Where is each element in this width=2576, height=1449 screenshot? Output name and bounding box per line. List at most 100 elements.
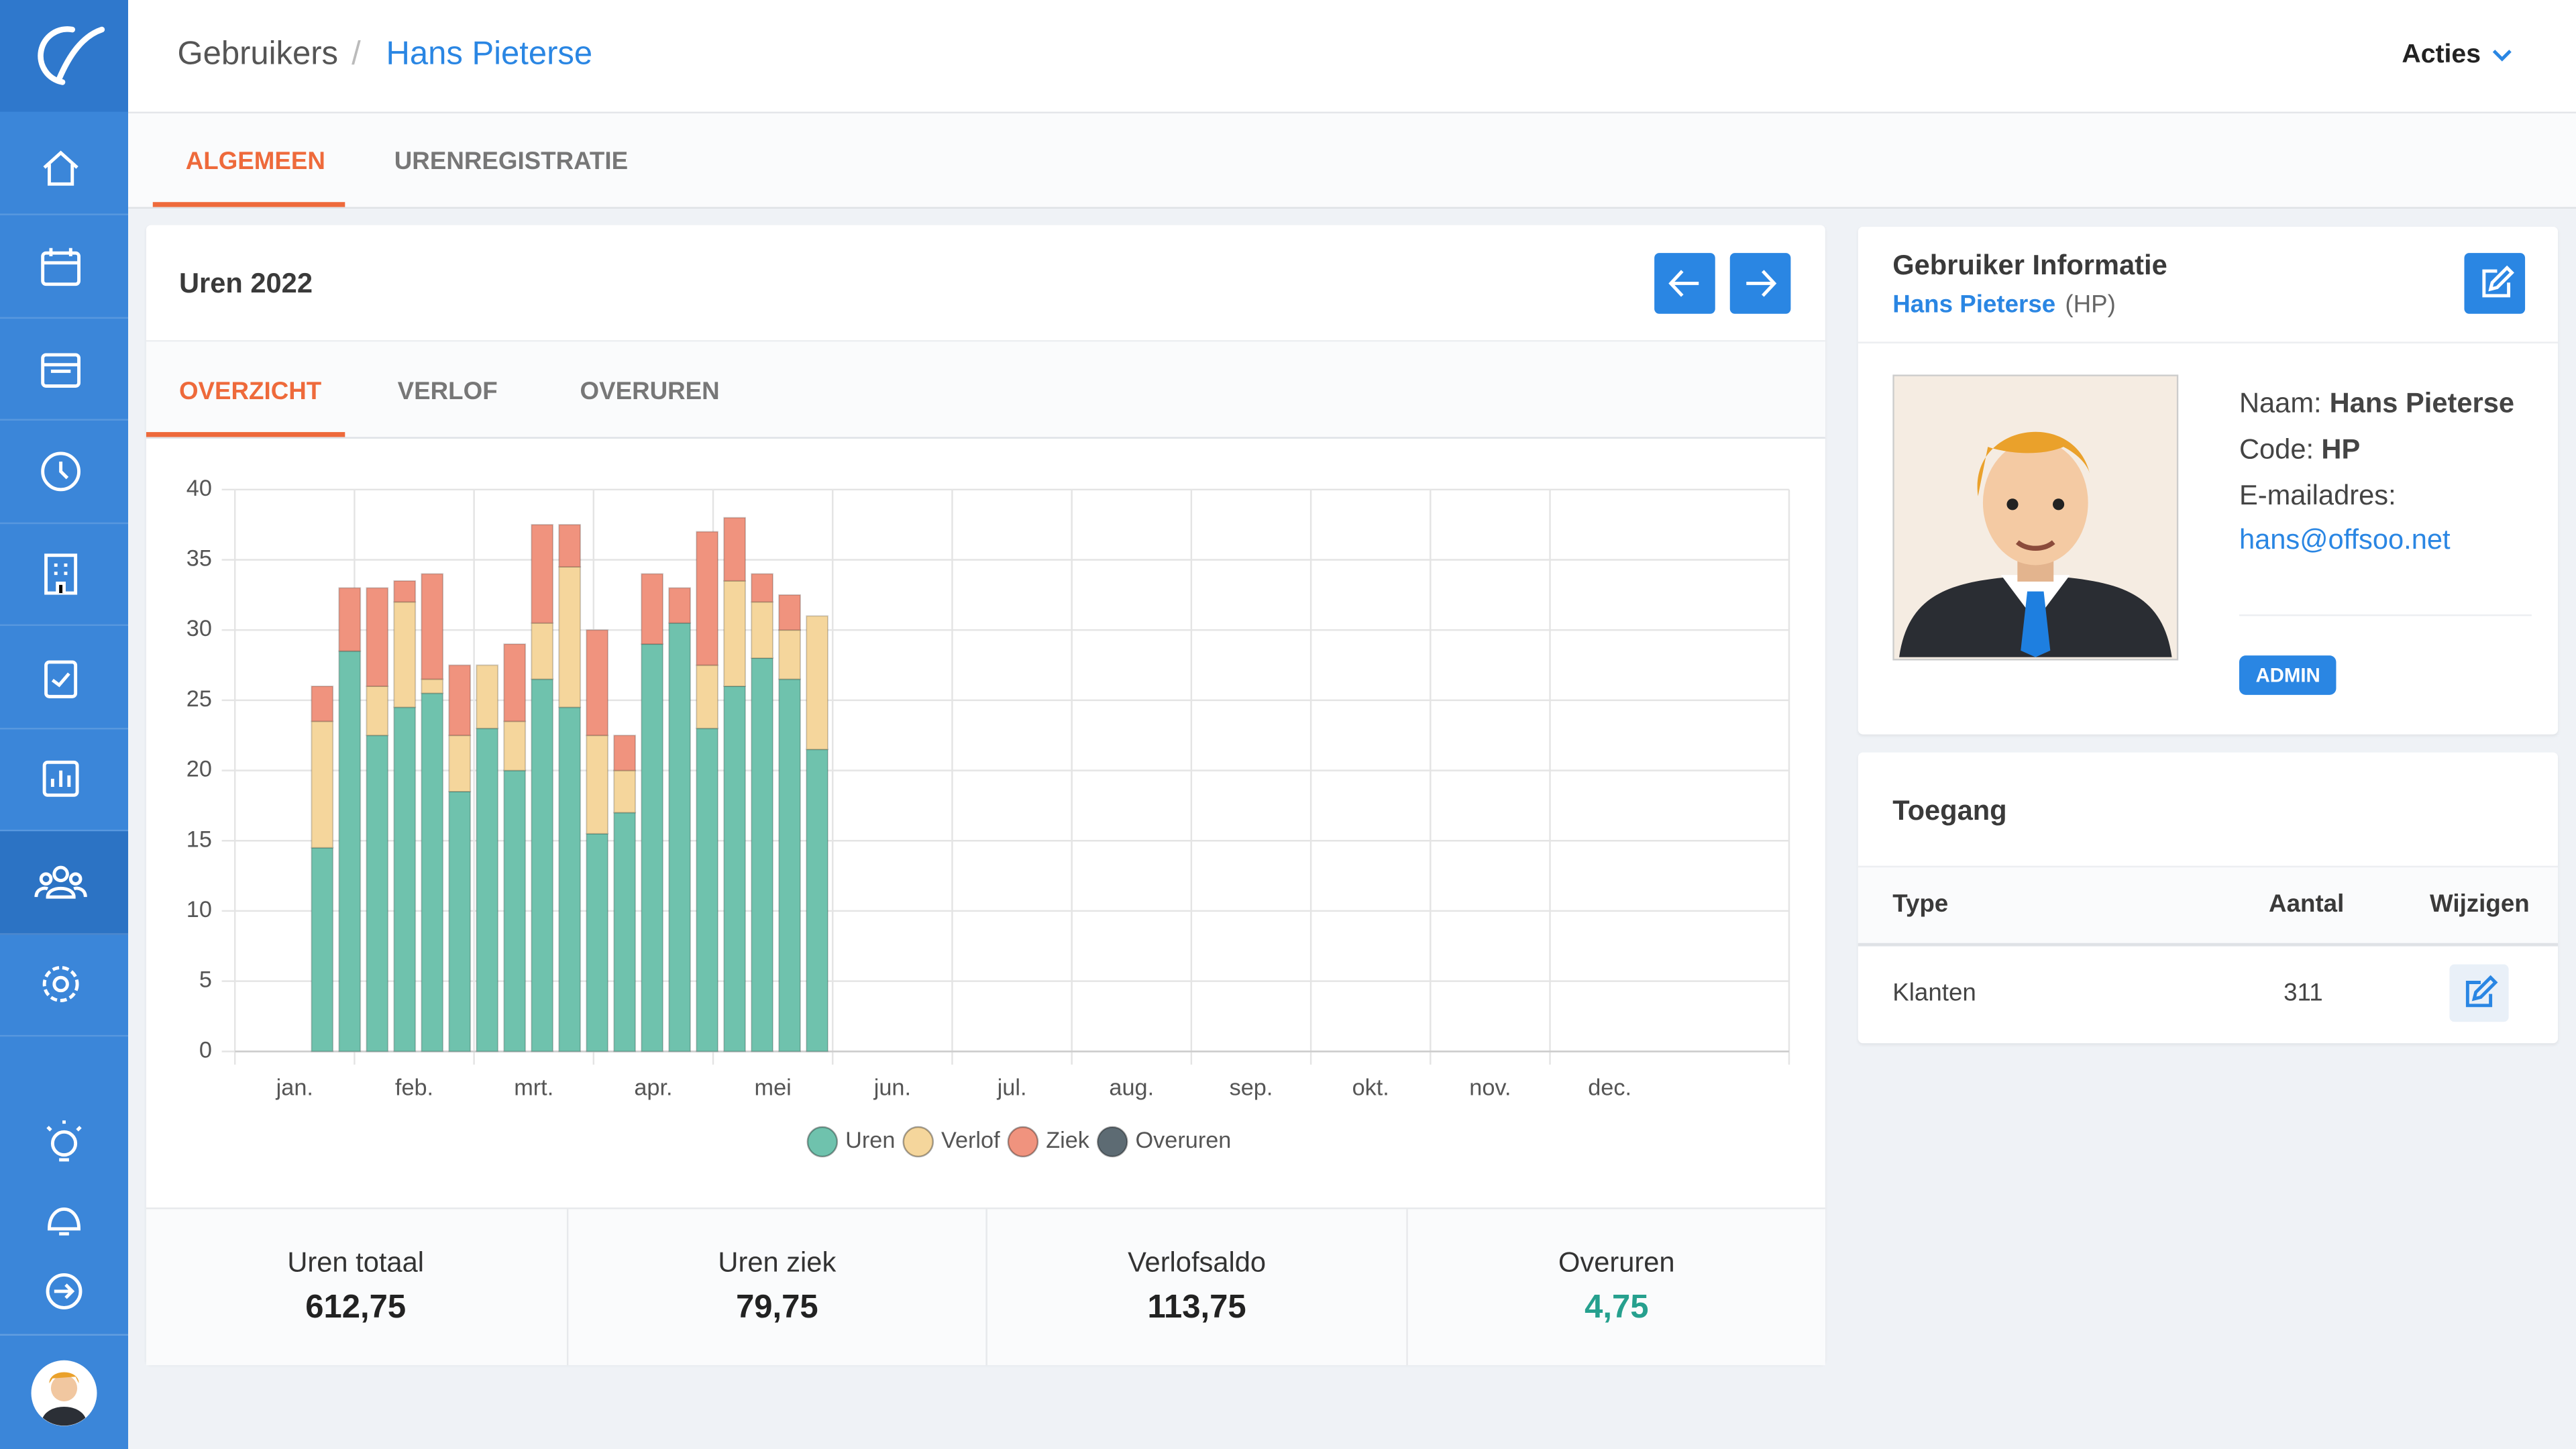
bar-segment <box>393 580 417 603</box>
logo[interactable] <box>0 0 129 112</box>
tab-indicator <box>152 202 345 207</box>
bar-segment <box>366 587 389 687</box>
tab-active[interactable]: OVERZICHT <box>178 378 322 406</box>
x-tick-label: nov. <box>1469 1075 1511 1101</box>
bar-segment <box>448 791 472 1053</box>
nav-settings[interactable] <box>0 933 129 1037</box>
field-label: E-mailadres: <box>2239 480 2396 511</box>
stats-row: Uren totaal 612,75 Uren ziek 79,75 Verlofsal… <box>146 1208 1826 1366</box>
topbar: Gebruikers / Hans Pieterse Acties <box>128 0 2576 113</box>
bar-segment <box>668 587 692 624</box>
y-tick-label: 10 <box>186 897 212 922</box>
bar-segment <box>558 706 582 1053</box>
tab-active[interactable]: ALGEMEEN <box>185 148 325 176</box>
nav-users[interactable] <box>0 831 129 935</box>
bar-segment <box>503 769 527 1053</box>
stat: Overuren 4,75 <box>1405 1209 1826 1366</box>
bar-segment <box>586 833 609 1053</box>
breadcrumb-current: Hans Pieterse <box>386 36 593 72</box>
nav-tasks[interactable] <box>0 626 129 730</box>
stat-value: 4,75 <box>1585 1289 1649 1326</box>
field-label: Naam: <box>2239 387 2322 419</box>
y-tick-label: 15 <box>186 826 212 852</box>
bar-segment <box>531 622 554 680</box>
bar-segment <box>393 601 417 708</box>
nav-company[interactable] <box>0 523 129 627</box>
sidebar-bottom-icons[interactable] <box>0 1117 128 1330</box>
field-value: hans@offsoo.net <box>2239 524 2451 555</box>
y-tick-label: 20 <box>186 757 212 782</box>
stat: Verlofsaldo 113,75 <box>985 1209 1406 1366</box>
bar-segment <box>311 720 334 849</box>
actions-chevron[interactable] <box>2491 48 2514 64</box>
column-header: Aantal <box>2269 890 2345 918</box>
x-tick-label: apr. <box>634 1075 672 1101</box>
nav-planning[interactable] <box>0 317 129 421</box>
x-tick-label: jan. <box>276 1075 313 1101</box>
bar-segment <box>393 706 417 1053</box>
y-tick-label: 5 <box>199 967 212 993</box>
bar-segment <box>696 531 719 666</box>
tab[interactable]: VERLOF <box>397 378 498 406</box>
breadcrumb[interactable]: Gebruikers <box>177 36 339 72</box>
avatar-small[interactable] <box>30 1358 99 1428</box>
card-title: Toegang <box>1892 795 2007 826</box>
stat: Uren totaal 612,75 <box>146 1209 565 1365</box>
table-cell: 311 <box>2284 979 2323 1008</box>
bar-segment <box>421 678 444 694</box>
stat: Uren ziek 79,75 <box>566 1209 987 1366</box>
next-button[interactable] <box>1729 253 1791 314</box>
divider <box>0 1334 129 1336</box>
bar-segment <box>641 643 664 1053</box>
bar-segment <box>751 657 774 1053</box>
bar-segment <box>586 629 609 737</box>
bar-segment <box>751 601 774 659</box>
table-cell: Klanten <box>1892 979 1976 1008</box>
divider <box>2239 614 2532 616</box>
legend-item: Verlof <box>902 1126 1000 1158</box>
field-value: Hans Pieterse <box>2329 387 2515 419</box>
bar-segment <box>558 566 582 708</box>
user-name: Hans Pieterse <box>1892 290 2056 319</box>
y-tick-label: 25 <box>186 686 212 712</box>
prev-button[interactable] <box>1654 253 1715 314</box>
user-card: Gebruiker Informatie Hans Pieterse (HP) … <box>1858 226 2559 735</box>
stat-label: Uren ziek <box>718 1246 837 1279</box>
bar-segment <box>558 524 582 568</box>
legend-swatch <box>806 1126 839 1158</box>
bar-segment <box>668 622 692 1053</box>
nav-reports[interactable] <box>0 728 129 832</box>
legend-swatch <box>902 1126 934 1158</box>
tab[interactable]: URENREGISTRATIE <box>394 148 629 176</box>
table-header: Type Aantal Wijzigen <box>1858 865 2559 947</box>
y-tick-label: 30 <box>186 616 212 641</box>
bar-segment <box>311 685 334 722</box>
hours-card: Uren 2022 OVERZICHT VERLOF OVERUREN 0 5 10… <box>146 225 1826 1366</box>
nav-time[interactable] <box>0 421 129 525</box>
bar-segment <box>338 587 362 652</box>
bar-segment <box>778 629 801 680</box>
field-value: HP <box>2321 433 2361 466</box>
stat-label: Verlofsaldo <box>1128 1246 1267 1279</box>
page-tabs: ALGEMEEN URENREGISTRATIE <box>128 113 2576 209</box>
tab[interactable]: OVERUREN <box>580 378 720 406</box>
bar-segment <box>806 615 828 751</box>
bar-segment <box>311 847 334 1053</box>
divider <box>1858 341 2559 343</box>
bar-segment <box>421 692 444 1053</box>
legend-swatch <box>1096 1126 1128 1158</box>
edit-access-button[interactable] <box>2449 964 2509 1022</box>
bar-segment <box>641 573 664 645</box>
legend-label: Ziek <box>1046 1128 1090 1153</box>
actions-button[interactable]: Acties <box>2402 41 2481 69</box>
bar-segment <box>778 678 801 1053</box>
nav-home[interactable] <box>0 112 129 215</box>
nav-calendar[interactable] <box>0 215 129 319</box>
user-code: (HP) <box>2065 290 2116 319</box>
column-header: Type <box>1892 890 1949 918</box>
edit-button[interactable] <box>2464 253 2526 314</box>
card-title: Gebruiker Informatie <box>1892 250 2167 281</box>
legend-label: Overuren <box>1136 1128 1232 1153</box>
bar-segment <box>531 678 554 1053</box>
